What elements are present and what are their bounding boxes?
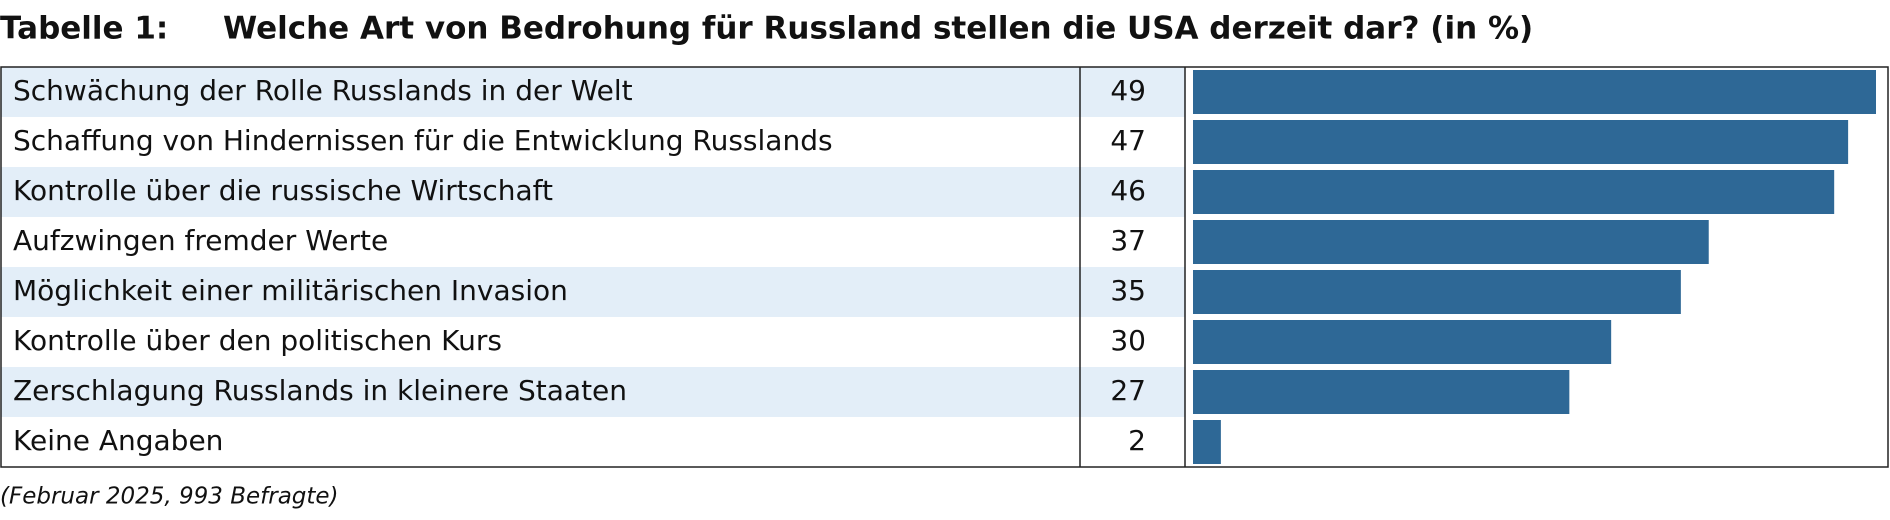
value-label: 47 xyxy=(1110,124,1146,157)
footnote: (Februar 2025, 993 Befragte) xyxy=(0,484,339,510)
category-label: Kontrolle über die russische Wirtschaft xyxy=(13,174,553,207)
value-label: 46 xyxy=(1110,174,1146,207)
category-label: Aufzwingen fremder Werte xyxy=(13,224,388,257)
bar xyxy=(1193,320,1612,364)
bar xyxy=(1193,170,1835,214)
category-label: Zerschlagung Russlands in kleinere Staat… xyxy=(13,374,627,407)
bar xyxy=(1193,270,1681,314)
bar xyxy=(1193,420,1221,464)
value-label: 30 xyxy=(1110,324,1146,357)
bar xyxy=(1193,220,1709,264)
value-label: 49 xyxy=(1110,74,1146,107)
row-background xyxy=(1,67,1185,117)
value-label: 27 xyxy=(1110,374,1146,407)
bar xyxy=(1193,120,1849,164)
row-background xyxy=(1,267,1185,317)
value-label: 2 xyxy=(1128,424,1146,457)
row-background xyxy=(1,367,1185,417)
category-label: Keine Angaben xyxy=(13,424,223,457)
value-label: 37 xyxy=(1110,224,1146,257)
bar xyxy=(1193,370,1570,414)
category-label: Schaffung von Hindernissen für die Entwi… xyxy=(13,124,833,157)
value-label: 35 xyxy=(1110,274,1146,307)
category-label: Schwächung der Rolle Russlands in der We… xyxy=(13,74,633,107)
row-background xyxy=(1,167,1185,217)
category-label: Möglichkeit einer militärischen Invasion xyxy=(13,274,568,307)
table-label: Tabelle 1: xyxy=(0,11,168,47)
bar xyxy=(1193,70,1876,114)
category-label: Kontrolle über den politischen Kurs xyxy=(13,324,502,357)
chart-title: Welche Art von Bedrohung für Russland st… xyxy=(223,11,1533,47)
table-border xyxy=(0,66,1889,468)
